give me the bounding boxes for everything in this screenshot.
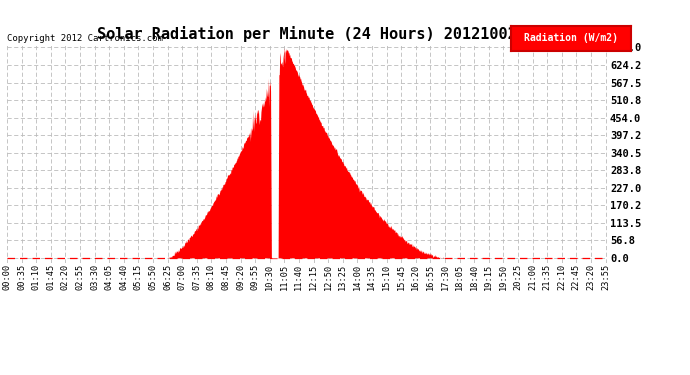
Text: Copyright 2012 Cartronics.com: Copyright 2012 Cartronics.com xyxy=(7,34,163,43)
Text: Radiation (W/m2): Radiation (W/m2) xyxy=(524,33,618,44)
Title: Solar Radiation per Minute (24 Hours) 20121002: Solar Radiation per Minute (24 Hours) 20… xyxy=(97,27,517,42)
